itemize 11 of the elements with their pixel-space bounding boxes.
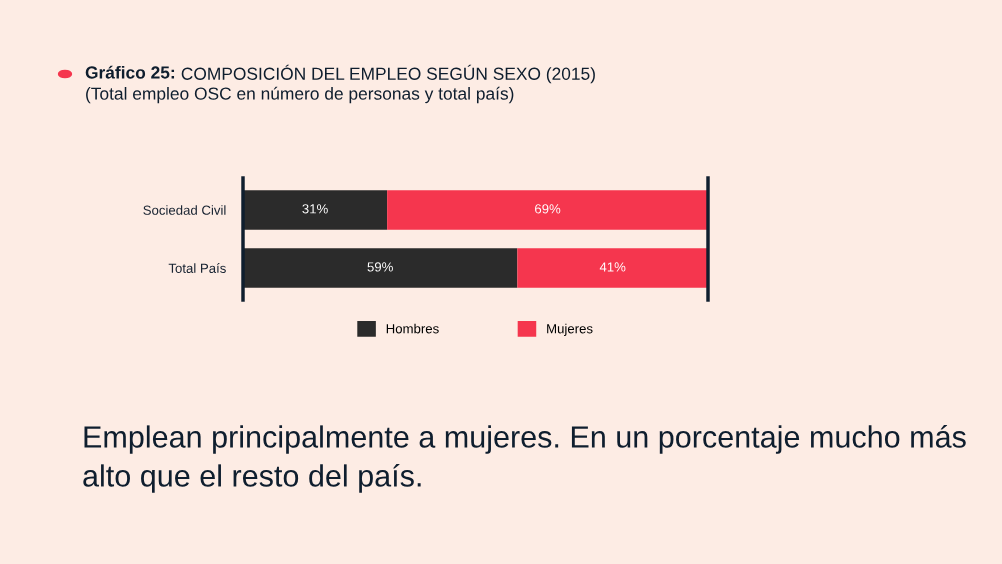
legend-label: Hombres [386,323,439,334]
legend-label: Mujeres [547,323,593,336]
chart-title: Gráfico 25: COMPOSICIÓN DEL EMPLEO SEGÚN SEXO (2015) [85,64,595,84]
data-label: 69% [535,204,561,214]
chart-subtitle: (Total empleo OSC en número de personas y total país) [86,86,514,104]
y-tick-label: Total País [168,263,226,273]
data-label: 41% [599,262,626,272]
text: Emplean principalmente a mujeres. En un porcentaje mucho más alto que el resto del país. [83,425,966,493]
y-tick-label: Sociedad Civil [143,205,226,215]
data-label: 31% [302,204,328,214]
data-label: 59% [367,262,393,272]
